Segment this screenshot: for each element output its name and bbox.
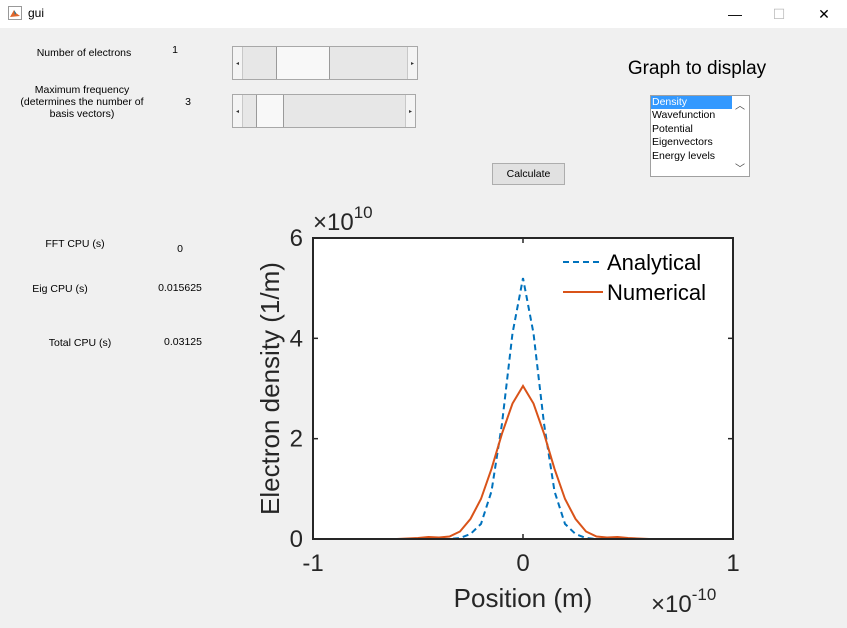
x-exponent-value: -10 <box>692 585 717 604</box>
series-line-numerical <box>313 384 733 540</box>
x-axis-label: Position (m) <box>454 583 593 613</box>
fft-cpu-label: FFT CPU (s) <box>45 238 105 250</box>
frequency-label-line2: (determines the number of <box>20 96 144 108</box>
slider-right-arrow-icon[interactable]: ▸ <box>405 95 415 127</box>
slider-left-arrow-icon[interactable]: ◂ <box>233 95 243 127</box>
series-line-analytical <box>313 277 733 540</box>
graph-listbox[interactable]: Density Wavefunction Potential Eigenvect… <box>650 95 750 177</box>
legend-label-numerical: Numerical <box>607 280 706 305</box>
x-tick-label: 0 <box>516 550 529 577</box>
electrons-label: Number of electrons <box>36 47 132 59</box>
slider-right-arrow-icon[interactable]: ▸ <box>407 47 417 79</box>
y-tick-label: 2 <box>290 426 303 453</box>
frequency-slider-thumb[interactable] <box>256 95 284 127</box>
fft-cpu-value: 0 <box>177 243 183 255</box>
frequency-label: Maximum frequency (determines the number… <box>18 84 146 120</box>
frequency-label-line1: Maximum frequency <box>34 84 130 96</box>
x-tick-label: 1 <box>726 550 739 577</box>
graph-select-title: Graph to display <box>627 58 767 79</box>
matlab-icon <box>8 6 22 20</box>
y-axis-label: Electron density (1/m) <box>255 262 285 515</box>
list-item-eigenvectors[interactable]: Eigenvectors <box>652 136 713 149</box>
y-exponent-label: ×1010 <box>313 203 373 236</box>
list-item-density[interactable]: Density <box>651 96 733 110</box>
total-cpu-label: Total CPU (s) <box>48 337 112 349</box>
list-item-potential[interactable]: Potential <box>652 122 693 135</box>
electrons-slider-thumb[interactable] <box>276 47 330 79</box>
title-bar: gui — ☐ ✕ <box>0 0 847 28</box>
scroll-down-icon[interactable]: ﹀ <box>735 164 745 175</box>
listbox-scrollbar[interactable]: ︿ ﹀ <box>732 96 749 176</box>
list-item-energy-levels[interactable]: Energy levels <box>652 149 716 162</box>
frequency-label-line3: basis vectors) <box>49 108 115 120</box>
maximize-button[interactable]: ☐ <box>772 5 786 22</box>
frequency-value: 3 <box>185 96 191 108</box>
y-tick-label: 0 <box>290 526 303 553</box>
electrons-value: 1 <box>172 44 178 56</box>
frequency-slider[interactable]: ◂ ▸ <box>232 94 416 128</box>
y-tick-label: 6 <box>290 225 303 252</box>
eig-cpu-label: Eig CPU (s) <box>32 283 88 295</box>
close-button[interactable]: ✕ <box>818 5 830 22</box>
y-exponent-value: 10 <box>354 203 373 222</box>
x-exponent-label: ×10-10 <box>651 585 716 618</box>
scroll-up-icon[interactable]: ︿ <box>735 101 745 112</box>
list-item-wavefunction[interactable]: Wavefunction <box>652 109 716 122</box>
total-cpu-value: 0.03125 <box>164 336 202 348</box>
calculate-button[interactable]: Calculate <box>492 163 565 185</box>
y-tick-label: 4 <box>290 325 303 352</box>
minimize-button[interactable]: — <box>728 6 742 22</box>
eig-cpu-value: 0.015625 <box>158 282 202 294</box>
legend-label-analytical: Analytical <box>607 250 701 275</box>
plot-area <box>313 238 733 539</box>
electrons-slider[interactable]: ◂ ▸ <box>232 46 418 80</box>
window-title: gui <box>28 6 45 20</box>
slider-left-arrow-icon[interactable]: ◂ <box>233 47 243 79</box>
x-tick-label: -1 <box>302 550 323 577</box>
